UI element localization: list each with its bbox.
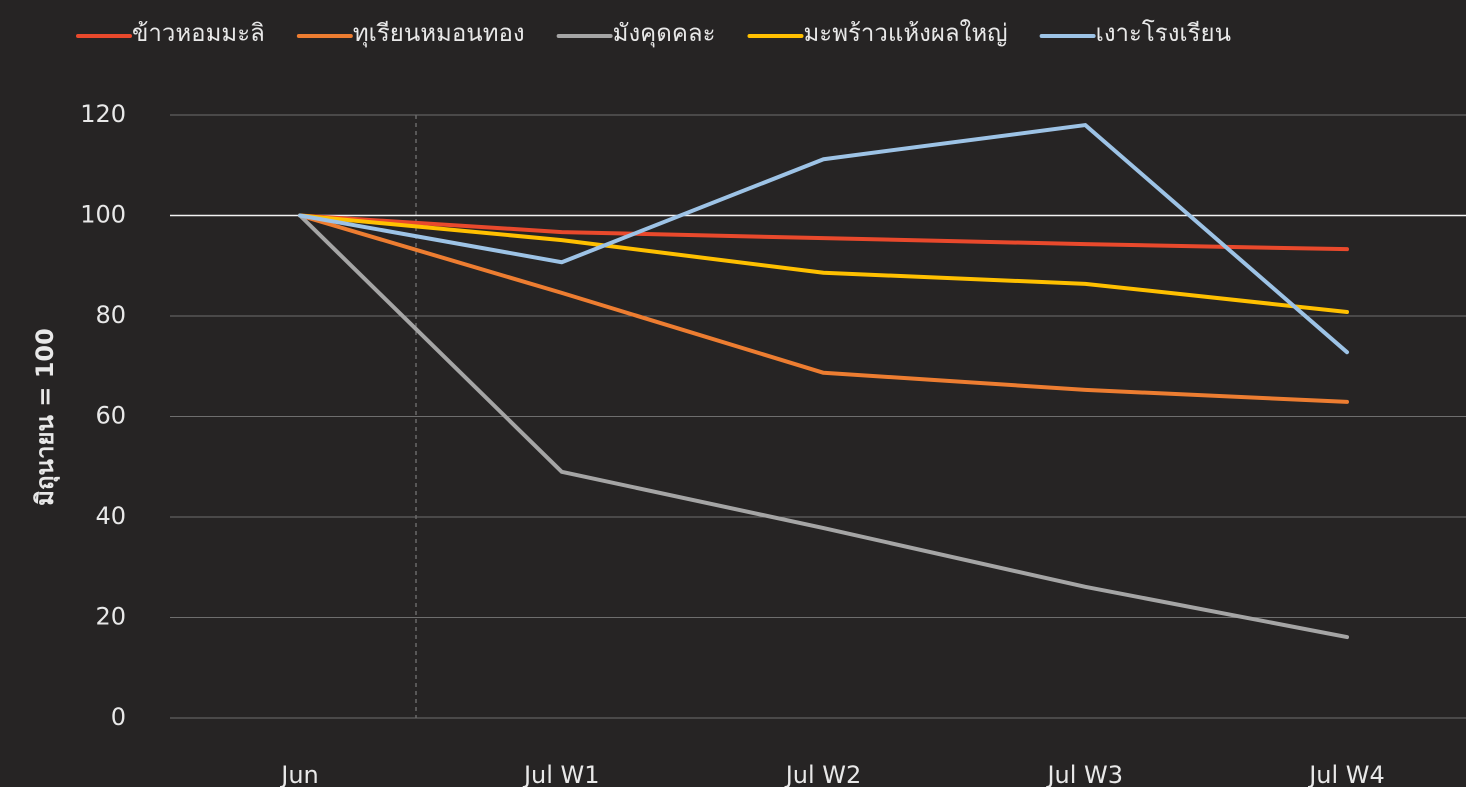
y-tick-label: 0 [111,703,126,731]
y-tick-label: 100 [80,201,126,229]
legend-label: มังคุดคละ [613,19,716,48]
y-tick-label: 120 [80,100,126,128]
y-tick-label: 80 [95,301,126,329]
y-tick-label: 40 [95,502,126,530]
y-tick-label: 60 [95,402,126,430]
legend-label: ข้าวหอมมะลิ [132,19,265,47]
x-tick-label: Jul W2 [784,761,862,787]
x-tick-label: Jul W4 [1307,761,1385,787]
x-tick-label: Jun [279,761,319,787]
series-line [298,213,1349,640]
legend-label: ทุเรียนหมอนทอง [353,19,525,48]
x-tick-label: Jul W1 [522,761,600,787]
x-tick-label: Jul W3 [1045,761,1123,787]
y-axis-label: มิถุนายน = 100 [31,328,61,506]
series-line [298,123,1349,355]
series-line [298,213,1349,404]
series-line [298,213,1349,252]
legend-label: เงาะโรงเรียน [1096,19,1231,47]
legend-label: มะพร้าวแห้งผลใหญ่ [803,19,1007,47]
series-line [298,213,1349,314]
legend: ข้าวหอมมะลิ ทุเรียนหมอนทอง มังคุดคละ มะพร้า… [76,19,1231,48]
y-tick-label: 20 [95,603,126,631]
